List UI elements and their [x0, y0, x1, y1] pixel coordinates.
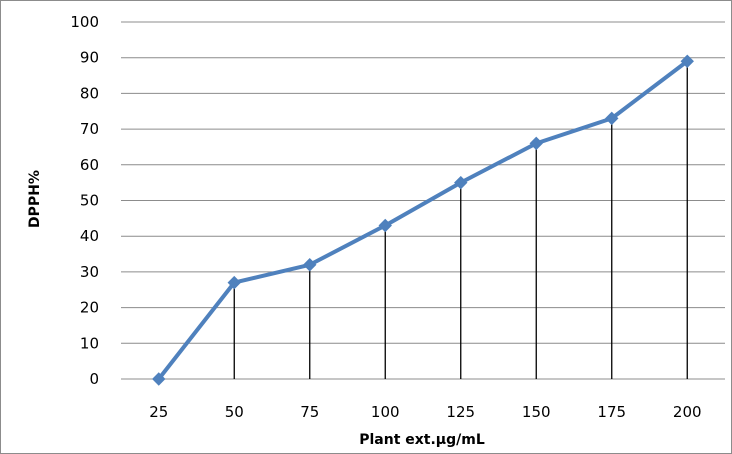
x-tick-label-75: 75	[300, 403, 319, 421]
x-tick-label-50: 50	[225, 403, 244, 421]
y-tick-label-100: 100	[70, 13, 99, 31]
x-tick-label-100: 100	[371, 403, 400, 421]
y-tick-label-70: 70	[80, 120, 99, 138]
data-point-125	[454, 175, 468, 190]
data-point-200	[680, 54, 694, 68]
series-line-group	[156, 59, 690, 381]
y-tick-label-10: 10	[80, 334, 99, 352]
data-markers	[152, 54, 694, 386]
data-point-175	[605, 111, 619, 126]
drop-lines	[233, 61, 688, 379]
x-tick-label-25: 25	[149, 403, 168, 421]
x-tick-label-150: 150	[522, 403, 551, 421]
y-tick-label-30: 30	[80, 263, 99, 281]
x-tick-label-200: 200	[673, 403, 702, 421]
y-tick-label-90: 90	[80, 49, 99, 67]
x-tick-label-175: 175	[597, 403, 626, 421]
y-tick-label-40: 40	[80, 227, 99, 245]
x-axis-title: Plant ext.µg/mL	[359, 432, 485, 448]
gridlines	[121, 21, 725, 380]
y-tick-label-80: 80	[80, 84, 99, 102]
y-tick-label-60: 60	[80, 156, 99, 174]
x-tick-labels: 25 50 75 100 125 150 175 200	[149, 403, 701, 421]
series-line	[156, 59, 690, 381]
data-point-150	[529, 136, 543, 151]
data-point-25	[152, 372, 166, 386]
y-axis-title: DPPH%	[27, 170, 43, 228]
data-point-50	[227, 275, 241, 290]
y-tick-labels: 0 10 20 30 40 50 60 70 80 90 100	[70, 13, 99, 388]
x-tick-label-125: 125	[446, 403, 475, 421]
y-tick-label-20: 20	[80, 299, 99, 317]
data-point-100	[378, 218, 392, 233]
y-tick-label-50: 50	[80, 192, 99, 210]
data-point-75	[303, 258, 317, 272]
y-tick-label-0: 0	[89, 370, 99, 388]
